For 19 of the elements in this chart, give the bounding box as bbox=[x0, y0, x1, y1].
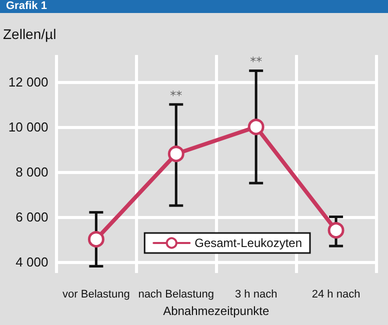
point bbox=[88, 231, 104, 248]
point bbox=[328, 222, 344, 239]
x-tick-label: 3 h nach bbox=[234, 288, 278, 300]
y-tick-label: 12 000 bbox=[8, 74, 48, 90]
annotation: ** bbox=[170, 88, 182, 102]
chart-title: Grafik 1 bbox=[0, 0, 388, 13]
y-tick-label: 4 000 bbox=[16, 254, 48, 270]
y-tick-label: 10 000 bbox=[8, 119, 48, 134]
x-axis-title: Abnahmezeitpunkte bbox=[163, 304, 270, 318]
y-tick-label: 6 000 bbox=[16, 209, 48, 224]
x-tick-label: 24 h nach bbox=[312, 288, 360, 300]
point bbox=[168, 146, 184, 162]
annotation: ** bbox=[250, 54, 262, 69]
legend-label: Gesamt-Leukozyten bbox=[194, 236, 302, 250]
point bbox=[248, 118, 264, 136]
x-tick-label: nach Belastung bbox=[138, 288, 214, 300]
y-tick-label: 8 000 bbox=[16, 164, 48, 180]
x-tick-label: vor Belastung bbox=[62, 288, 130, 300]
y-axis-title: Zellen/µl bbox=[2, 26, 56, 42]
